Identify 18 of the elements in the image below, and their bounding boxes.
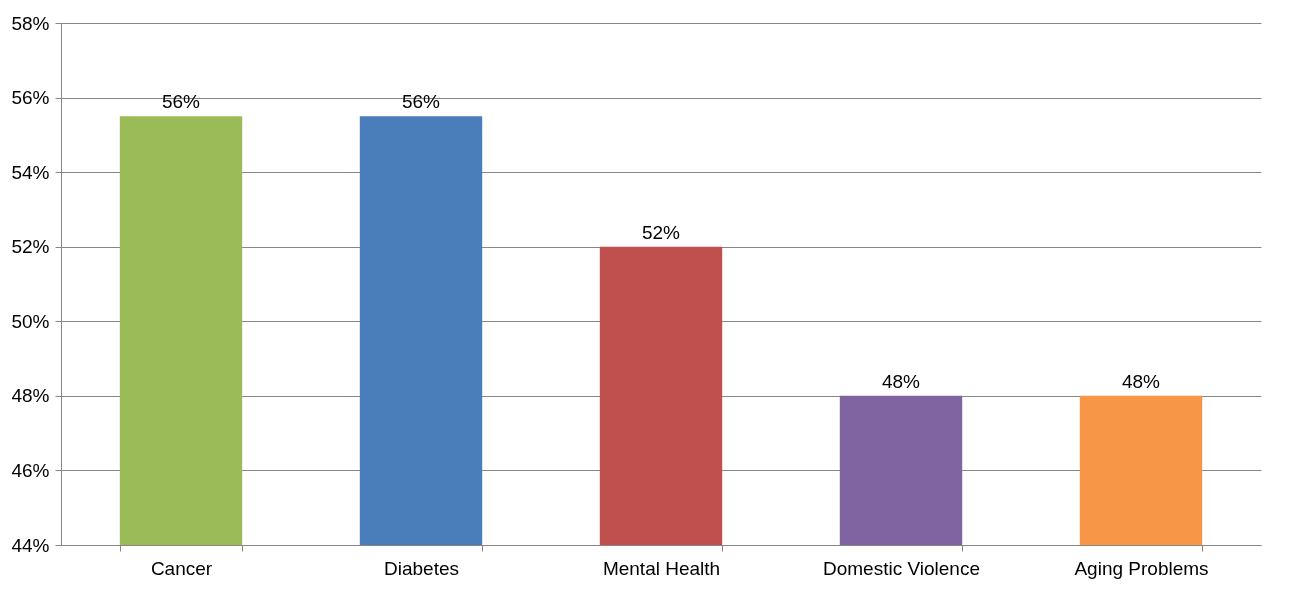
x-tick-label: Mental Health [602, 557, 721, 579]
x-tick-label: Cancer [150, 557, 213, 579]
data-label: 56% [401, 91, 441, 113]
x-tick-label: Domestic Violence [822, 557, 981, 579]
y-tick-label: 52% [11, 236, 50, 258]
y-tick-label: 46% [11, 459, 50, 481]
x-tick-label: Aging Problems [1074, 557, 1209, 579]
y-tick-label: 56% [11, 87, 50, 109]
y-tick-label: 50% [11, 310, 50, 332]
y-tick-label: 44% [11, 534, 50, 556]
y-tick-label: 48% [11, 385, 50, 407]
y-tick-label: 58% [11, 12, 50, 34]
x-tick-label: Diabetes [384, 557, 459, 579]
data-label: 48% [1121, 370, 1161, 392]
data-label: 52% [641, 221, 681, 243]
data-label: 48% [881, 370, 921, 392]
y-tick-label: 54% [11, 161, 50, 183]
data-label: 56% [161, 91, 201, 113]
